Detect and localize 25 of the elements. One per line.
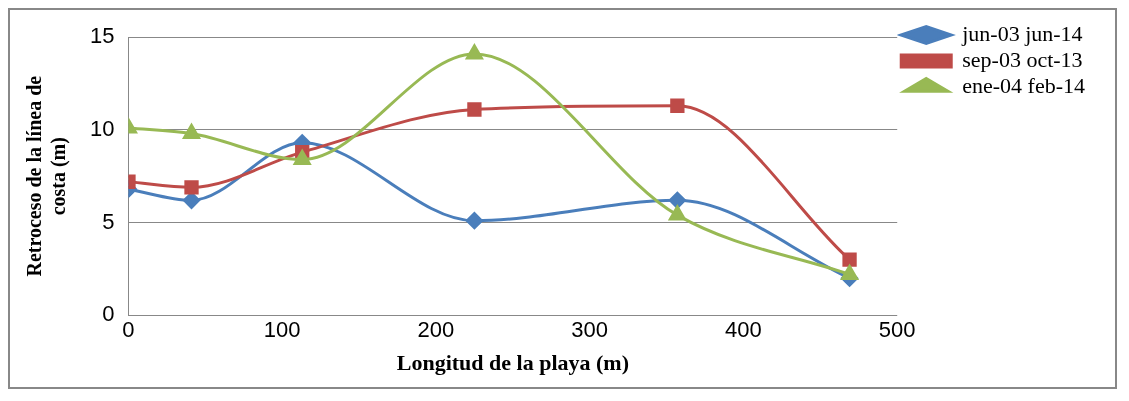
point (293, 150, 311, 166)
point (183, 124, 200, 140)
point (842, 252, 857, 267)
point (465, 44, 483, 60)
y-axis-title: Retroceso de la línea de costa (m) (23, 75, 71, 277)
x-tick-label: 500 (878, 317, 916, 343)
point (670, 98, 685, 113)
x-axis-title: Longitud de la playa (m) (396, 350, 629, 376)
y-tick-label: 10 (89, 115, 115, 141)
point (465, 212, 483, 230)
x-tick-label: 300 (571, 317, 609, 343)
legend-label: jun-03 jun-14 (961, 20, 1083, 46)
y-tick-label: 15 (89, 23, 115, 49)
y-tick-label: 0 (102, 301, 115, 327)
legend-label: ene-04 feb-14 (962, 72, 1086, 98)
x-tick-label: 100 (263, 317, 301, 343)
x-tick-label: 0 (122, 317, 135, 343)
point (668, 205, 686, 221)
x-tick-label: 400 (725, 317, 762, 343)
x-tick-label: 200 (417, 317, 455, 343)
legend-label: sep-03 oct-13 (962, 46, 1083, 72)
point (467, 102, 482, 117)
point (668, 191, 686, 209)
point (184, 180, 199, 195)
y-tick-label: 5 (102, 208, 115, 234)
